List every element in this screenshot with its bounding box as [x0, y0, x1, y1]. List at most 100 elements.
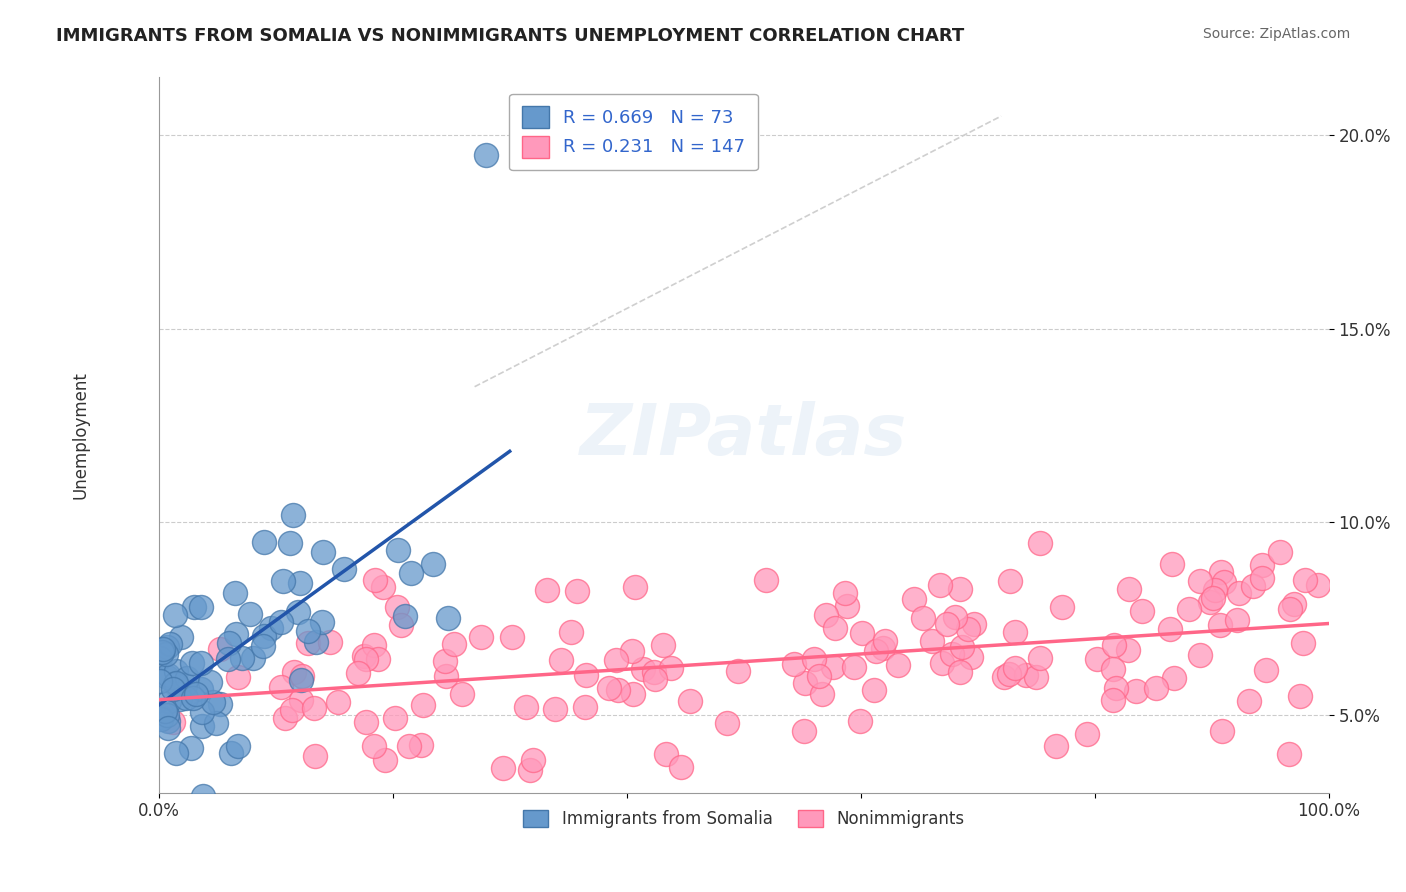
- Point: [297, 624, 319, 638]
- Point: [1241, 579, 1264, 593]
- Point: [998, 574, 1021, 588]
- Point: [290, 693, 312, 707]
- Point: [887, 657, 910, 672]
- Point: [290, 673, 312, 687]
- Point: [1029, 651, 1052, 665]
- Point: [1282, 597, 1305, 611]
- Point: [1102, 639, 1125, 653]
- Point: [287, 605, 309, 619]
- Point: [849, 714, 872, 729]
- Point: [560, 624, 582, 639]
- Point: [470, 630, 492, 644]
- Point: [270, 615, 292, 629]
- Point: [941, 647, 963, 661]
- Point: [522, 753, 544, 767]
- Point: [1004, 660, 1026, 674]
- Point: [783, 657, 806, 671]
- Point: [394, 609, 416, 624]
- Point: [437, 610, 460, 624]
- Point: [929, 578, 952, 592]
- Point: [149, 712, 172, 726]
- Point: [1025, 670, 1047, 684]
- Point: [291, 669, 314, 683]
- Point: [219, 746, 242, 760]
- Point: [950, 640, 973, 654]
- Point: [501, 631, 523, 645]
- Point: [659, 661, 682, 675]
- Point: [157, 714, 180, 729]
- Point: [1278, 747, 1301, 761]
- Point: [156, 670, 179, 684]
- Point: [1294, 573, 1316, 587]
- Point: [302, 701, 325, 715]
- Point: [536, 582, 558, 597]
- Text: IMMIGRANTS FROM SOMALIA VS NONIMMIGRANTS UNEMPLOYMENT CORRELATION CHART: IMMIGRANTS FROM SOMALIA VS NONIMMIGRANTS…: [56, 27, 965, 45]
- Point: [374, 753, 396, 767]
- Point: [794, 676, 817, 690]
- Point: [150, 645, 173, 659]
- Point: [190, 682, 212, 697]
- Point: [1251, 558, 1274, 572]
- Point: [271, 574, 294, 589]
- Point: [803, 652, 825, 666]
- Point: [190, 719, 212, 733]
- Point: [1118, 582, 1140, 596]
- Point: [389, 618, 412, 632]
- Point: [409, 738, 432, 752]
- Point: [371, 580, 394, 594]
- Point: [1188, 648, 1211, 663]
- Legend: Immigrants from Somalia, Nonimmigrants: Immigrants from Somalia, Nonimmigrants: [517, 803, 970, 834]
- Point: [242, 651, 264, 665]
- Point: [283, 508, 305, 522]
- Point: [872, 640, 894, 655]
- Point: [169, 630, 191, 644]
- Point: [1085, 652, 1108, 666]
- Point: [936, 617, 959, 632]
- Point: [149, 650, 172, 665]
- Point: [1101, 662, 1123, 676]
- Point: [1250, 571, 1272, 585]
- Point: [1292, 636, 1315, 650]
- Point: [1159, 622, 1181, 636]
- Point: [607, 682, 630, 697]
- Point: [150, 710, 173, 724]
- Point: [837, 599, 859, 614]
- Point: [385, 600, 408, 615]
- Point: [283, 665, 305, 679]
- Point: [297, 636, 319, 650]
- Point: [181, 691, 204, 706]
- Point: [412, 698, 434, 712]
- Point: [239, 607, 262, 621]
- Point: [184, 687, 207, 701]
- Point: [921, 633, 943, 648]
- Point: [823, 660, 845, 674]
- Point: [252, 639, 274, 653]
- Point: [157, 722, 180, 736]
- Point: [824, 621, 846, 635]
- Point: [159, 637, 181, 651]
- Point: [176, 671, 198, 685]
- Point: [209, 698, 232, 712]
- Point: [544, 702, 567, 716]
- Point: [363, 638, 385, 652]
- Point: [931, 656, 953, 670]
- Point: [354, 714, 377, 729]
- Point: [654, 747, 676, 761]
- Point: [1188, 574, 1211, 589]
- Point: [863, 682, 886, 697]
- Point: [163, 608, 186, 623]
- Point: [191, 789, 214, 803]
- Point: [633, 662, 655, 676]
- Point: [253, 535, 276, 549]
- Point: [949, 582, 972, 596]
- Point: [475, 147, 498, 161]
- Point: [1270, 544, 1292, 558]
- Point: [451, 687, 474, 701]
- Point: [575, 668, 598, 682]
- Point: [1050, 600, 1073, 615]
- Point: [278, 536, 301, 550]
- Point: [367, 652, 389, 666]
- Point: [1204, 582, 1226, 597]
- Point: [1029, 536, 1052, 550]
- Point: [169, 692, 191, 706]
